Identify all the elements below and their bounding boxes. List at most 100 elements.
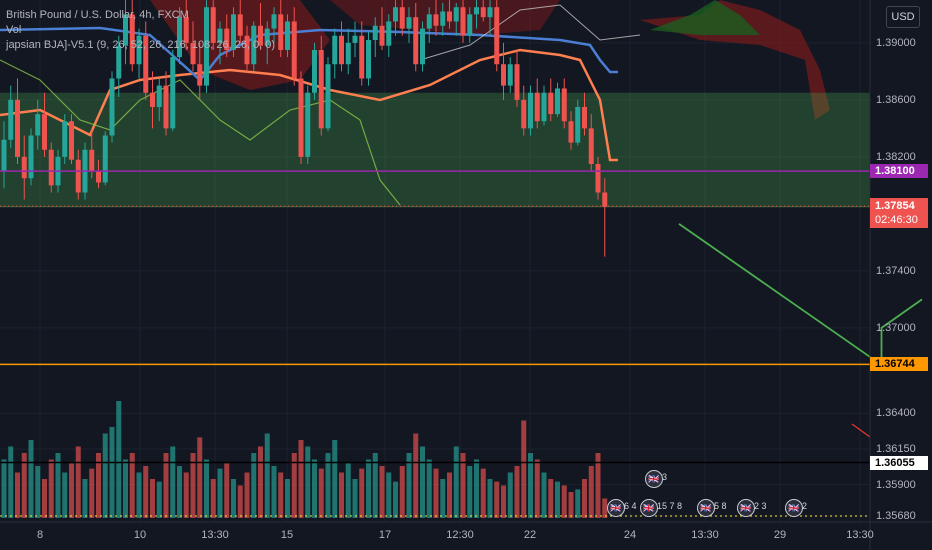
candle [237,14,243,36]
volume-bar [136,472,142,518]
candle [507,64,513,86]
candle [96,171,101,183]
candle [386,21,392,46]
candle [453,7,459,22]
candle [156,85,162,107]
volume-bar [312,459,317,518]
volume-bar [156,481,162,518]
x-tick-label: 13:30 [201,529,229,541]
y-tick-label: 1.39000 [876,36,916,49]
event-count: 5 8 [714,501,727,511]
y-tick-label: 1.37000 [876,321,916,334]
y-tick-label: 1.36150 [876,443,916,456]
volume-bar [501,485,506,518]
volume-bar [426,459,432,518]
candle [129,14,135,65]
volume-indicator-label[interactable]: Vol [6,24,22,36]
gb-flag-icon[interactable]: 🇬🇧 [697,499,715,517]
gb-flag-icon[interactable]: 🇬🇧 [607,499,625,517]
gb-flag-icon[interactable]: 🇬🇧 [785,499,803,517]
volume-bar [453,446,459,518]
symbol-title[interactable]: British Pound / U.S. Dollar, 4h, FXCM [6,9,189,21]
volume-bar [541,472,547,518]
x-tick-label: 24 [623,529,637,541]
y-tick-label: 1.35900 [876,478,916,491]
candle [8,99,14,140]
candle [42,114,47,150]
candle [116,45,122,79]
volume-bar [447,472,452,518]
candle [150,92,155,107]
volume-bar [224,463,230,518]
volume-bar [8,446,14,518]
volume-bar [21,453,27,518]
x-tick-label: 8 [36,529,44,541]
volume-bar [217,468,223,518]
gb-flag-icon[interactable]: 🇬🇧 [645,470,663,488]
candle [433,14,439,26]
volume-bar [494,481,500,518]
candle [521,99,527,129]
candle [595,163,601,193]
volume-bar [399,466,405,518]
level-price-label: 1.38100 [870,164,928,179]
candle [555,88,560,115]
candle [494,7,500,65]
volume-bar [258,446,263,518]
chart-legend: British Pound / U.S. Dollar, 4h, FXCM Vo… [6,8,275,53]
volume-bar [82,479,88,518]
volume-bar [69,463,74,518]
lagging-line [0,59,401,206]
candle [474,7,479,15]
gb-flag-icon[interactable]: 🇬🇧 [737,499,755,517]
candle [568,121,574,143]
volume-bar [15,472,20,518]
candle [602,192,608,207]
volume-bar [204,459,209,518]
candle [251,25,257,65]
candle [366,40,371,79]
ichimoku-indicator-label[interactable]: japsian BJA]-V5.1 (9, 26, 52, 26, 216, 1… [6,39,276,51]
volume-bar [183,472,189,518]
candle [89,149,95,172]
volume-bar [460,453,466,518]
volume-bar [548,479,554,518]
bar-countdown: 02:46:30 [875,214,918,227]
volume-bar [514,466,520,518]
red-arrow [851,423,871,438]
volume-bar [588,466,594,518]
cloud-green [650,0,760,35]
volume-bar [231,479,236,518]
currency-button[interactable]: USD [886,6,920,28]
candle [413,17,419,65]
candle [197,64,203,86]
candle [69,121,74,160]
candle [575,106,581,143]
volume-bar [393,481,398,518]
volume-bar [42,479,47,518]
gb-flag-icon[interactable]: 🇬🇧 [640,499,658,517]
volume-bar [534,459,540,518]
volume-bar [379,466,385,518]
volume-bar [602,498,608,518]
volume-bar [143,466,149,518]
volume-bar [264,433,270,518]
x-tick-label: 22 [523,529,537,541]
volume-bar [129,453,135,518]
y-tick-label: 1.36400 [876,407,916,420]
volume-bar [487,479,493,518]
volume-bar [467,466,473,518]
candle [514,64,520,100]
current-price-label: 1.37854 02:46:30 [870,198,928,229]
volume-bar [359,468,365,518]
candle [420,28,425,65]
candle [548,92,554,115]
candle [393,7,398,22]
volume-bar [339,472,344,518]
candle [35,114,41,136]
candle [224,28,230,50]
current-price-value: 1.37854 [875,200,915,213]
volume-bar [75,446,81,518]
candle [426,14,432,29]
